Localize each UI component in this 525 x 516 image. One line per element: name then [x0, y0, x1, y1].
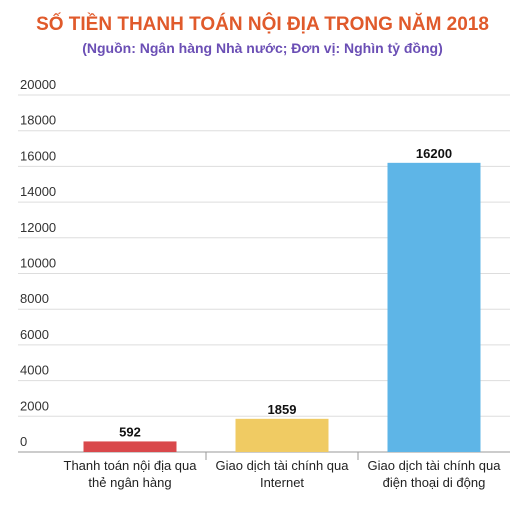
y-tick-label-10000: 10000 — [20, 256, 56, 271]
bars — [83, 162, 481, 452]
chart-subtitle: (Nguồn: Ngân hàng Nhà nước; Đơn vị: Nghì… — [82, 40, 443, 56]
bar-2 — [235, 418, 329, 452]
y-tick-label-6000: 6000 — [20, 327, 49, 342]
category-label-1-line-1: Thanh toán nội địa qua — [64, 458, 198, 473]
y-tick-label-20000: 20000 — [20, 77, 56, 92]
data-label-1: 592 — [119, 424, 141, 439]
y-tick-label-16000: 16000 — [20, 148, 56, 163]
category-label-1-line-2: thẻ ngân hàng — [88, 475, 171, 490]
y-tick-label-0: 0 — [20, 434, 27, 449]
y-axis-ticks: 0 2000 4000 6000 8000 10000 12000 14000 16000 180… — [20, 77, 56, 449]
y-tick-label-12000: 12000 — [20, 220, 56, 235]
y-tick-label-14000: 14000 — [20, 184, 56, 199]
y-tick-label-2000: 2000 — [20, 398, 49, 413]
y-tick-label-4000: 4000 — [20, 363, 49, 378]
category-label-3-line-1: Giao dịch tài chính qua — [368, 458, 502, 473]
category-label-3-line-2: điện thoại di động — [383, 475, 486, 490]
y-tick-label-18000: 18000 — [20, 113, 56, 128]
data-label-2: 1859 — [268, 402, 297, 417]
y-tick-label-8000: 8000 — [20, 291, 49, 306]
chart-title: SỐ TIỀN THANH TOÁN NỘI ĐỊA TRONG NĂM 201… — [36, 14, 489, 35]
data-label-3: 16200 — [416, 146, 452, 161]
data-labels: 592 1859 16200 — [119, 146, 452, 440]
category-label-2-line-2: Internet — [260, 475, 304, 490]
bar-1 — [83, 441, 177, 452]
category-label-2-line-1: Giao dịch tài chính qua — [216, 458, 350, 473]
bar-3 — [387, 162, 481, 452]
category-labels: Thanh toán nội địa qua thẻ ngân hàng Giao … — [64, 458, 502, 490]
